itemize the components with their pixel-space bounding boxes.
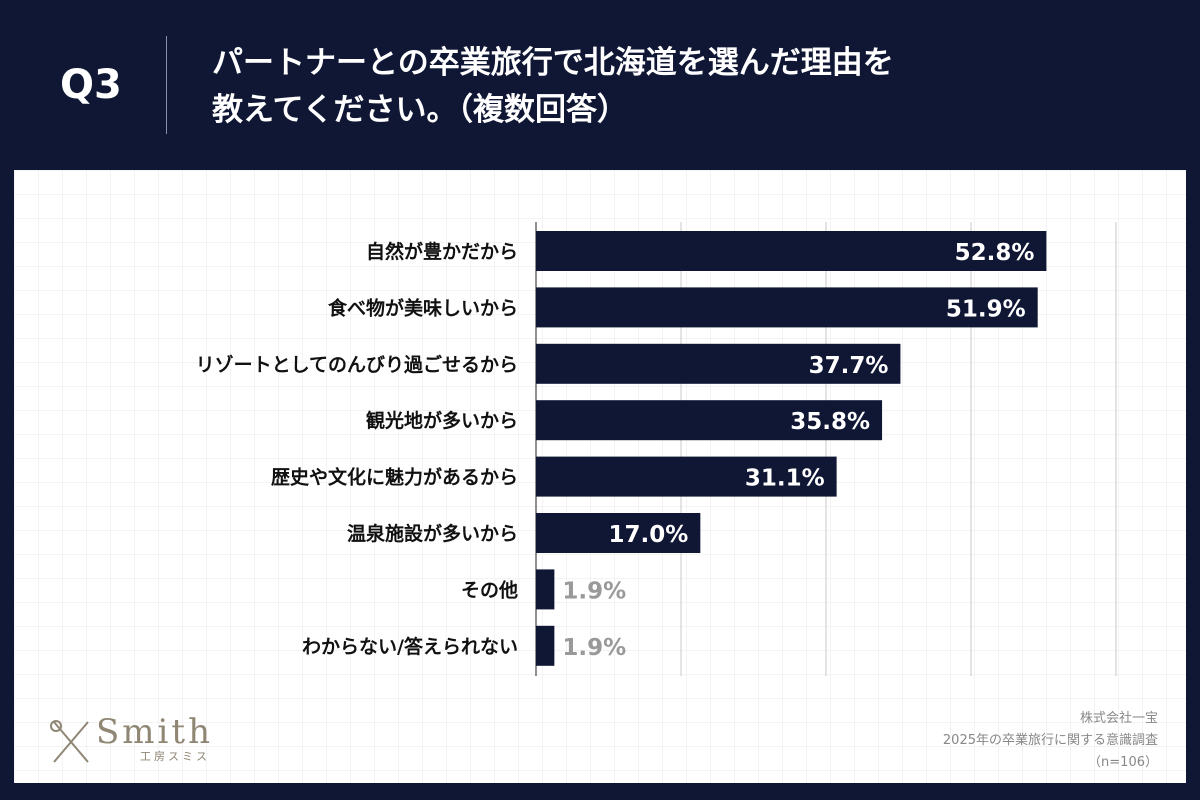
company: 株式会社一宝 bbox=[1079, 711, 1158, 726]
source-note: 株式会社一宝 2025年の卒業旅行に関する意識調査 （n=106） bbox=[943, 708, 1158, 774]
question-title: パートナーとの卒業旅行で北海道を選んだ理由を 教えてください。（複数回答） bbox=[212, 40, 1112, 134]
bar bbox=[536, 343, 901, 384]
survey-name: 2025年の卒業旅行に関する意識調査 bbox=[942, 733, 1158, 748]
data-label: 35.8% bbox=[790, 409, 870, 435]
category-label: 観光地が多いから bbox=[366, 409, 518, 432]
bar bbox=[536, 231, 1047, 271]
bar bbox=[536, 456, 837, 497]
data-label: 37.7% bbox=[809, 353, 889, 379]
question-number: Q3 bbox=[60, 62, 122, 108]
sample-size: （n=106） bbox=[1088, 755, 1158, 770]
data-label: 1.9% bbox=[562, 578, 626, 604]
data-label: 51.9% bbox=[946, 296, 1026, 322]
category-label: その他 bbox=[461, 578, 518, 601]
title-line: パートナーとの卒業旅行で北海道を選んだ理由を bbox=[212, 45, 894, 81]
category-label: わからない/答えられない bbox=[302, 635, 518, 658]
bar bbox=[536, 513, 701, 553]
logo-subtext: 工房スミス bbox=[140, 750, 210, 763]
logo-text: Smith bbox=[96, 712, 213, 752]
data-label: 31.1% bbox=[745, 466, 825, 492]
data-label: 52.8% bbox=[955, 240, 1035, 266]
divider bbox=[166, 36, 167, 134]
data-label: 17.0% bbox=[609, 522, 689, 548]
smith-logo: Smith 工房スミス bbox=[48, 712, 213, 764]
category-label: 歴史や文化に魅力があるから bbox=[271, 466, 518, 489]
bar bbox=[536, 569, 555, 610]
scissors-icon bbox=[50, 720, 89, 763]
bar bbox=[536, 625, 555, 666]
category-label: 自然が豊かだから bbox=[366, 240, 518, 263]
category-label: 温泉施設が多いから bbox=[347, 522, 518, 545]
bar bbox=[536, 287, 1038, 328]
data-label: 1.9% bbox=[562, 635, 626, 661]
title-line: 教えてください。（複数回答） bbox=[212, 92, 629, 128]
category-label: 食べ物が美味しいから bbox=[328, 296, 518, 319]
bar bbox=[536, 400, 883, 441]
category-label: リゾートとしてのんびり過ごせるから bbox=[196, 353, 518, 376]
